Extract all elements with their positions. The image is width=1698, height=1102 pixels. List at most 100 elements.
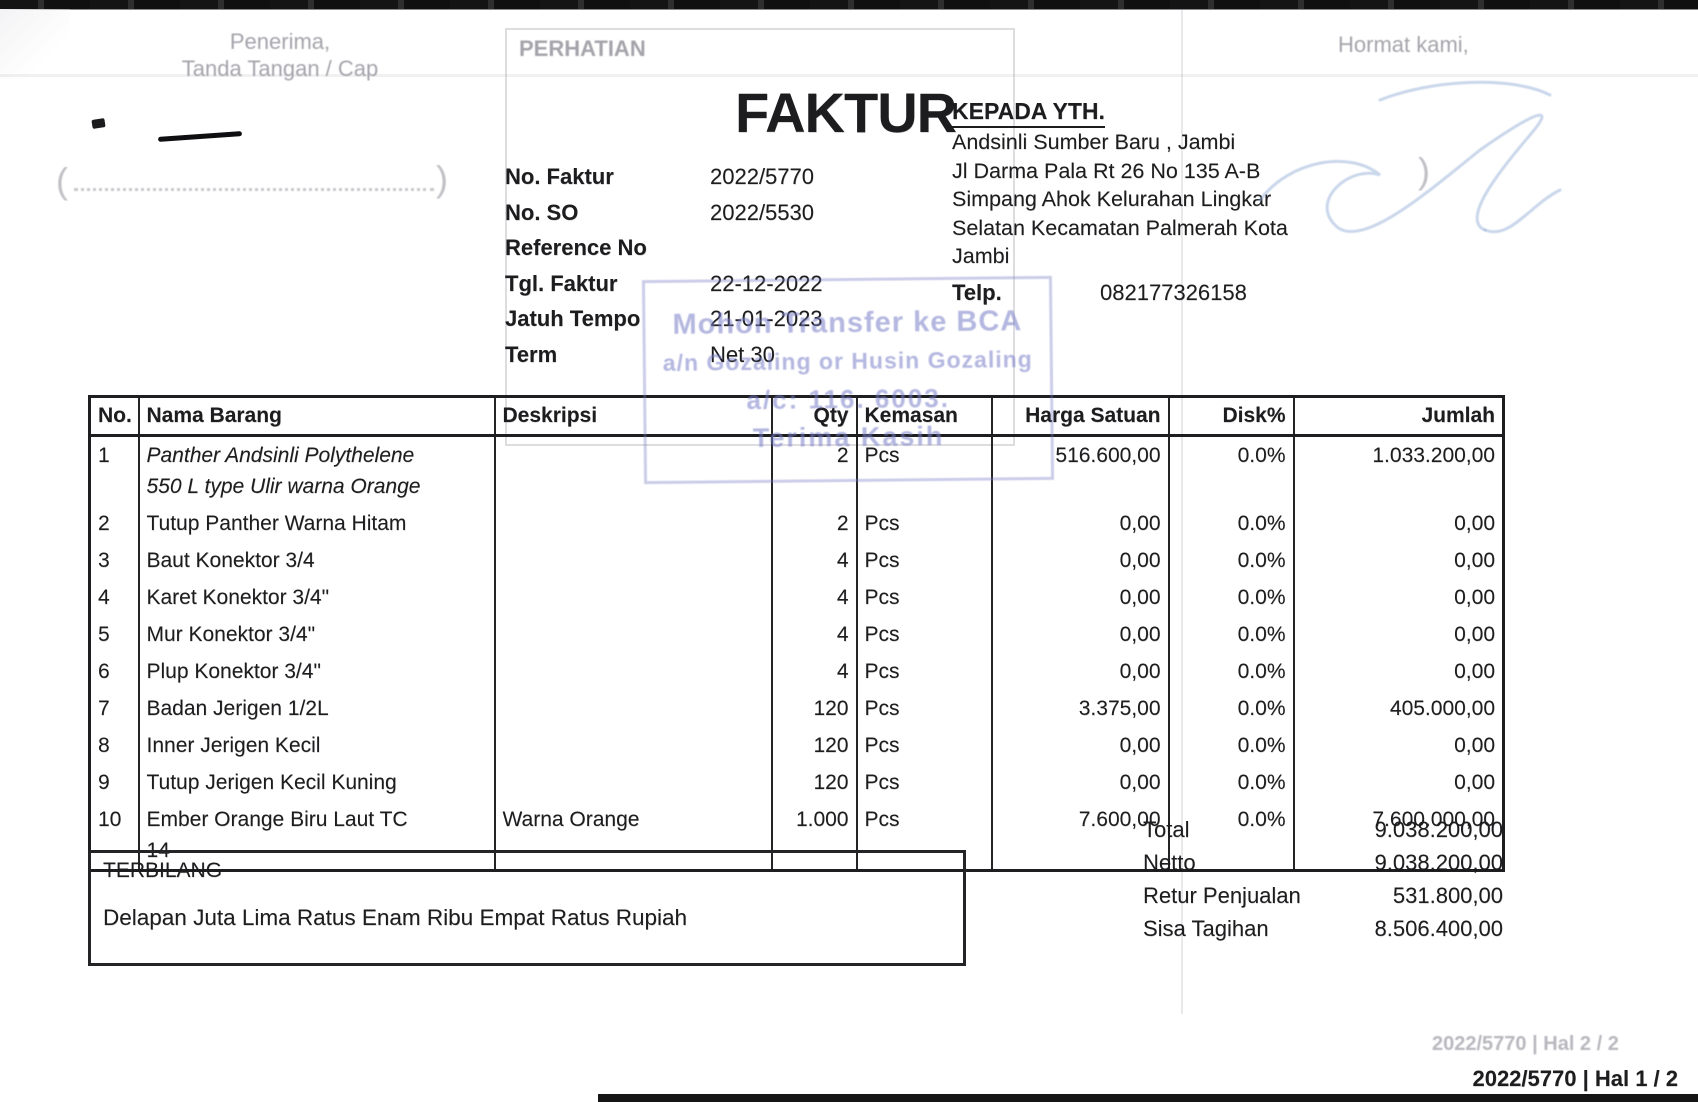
meta-value: 21-01-2023 bbox=[710, 306, 823, 331]
cell-disk: 0.0% bbox=[1167, 653, 1294, 690]
total-value: 8.506.400,00 bbox=[1374, 916, 1503, 941]
table-row: 2 Tutup Panther Warna Hitam 2 Pcs 0,00 0.0% 0,… bbox=[88, 505, 1504, 542]
meta-row: Tgl. Faktur 22-12-2022 bbox=[505, 271, 945, 307]
cell-name: Plup Konektor 3/4" bbox=[137, 653, 495, 690]
cell-harga: 0,00 bbox=[990, 542, 1169, 579]
total-label: Retur Penjualan bbox=[1143, 883, 1301, 908]
cell-kemasan: Pcs bbox=[855, 579, 992, 616]
recipient-address: Andsinli Sumber Baru , Jambi Jl Darma Pal… bbox=[952, 128, 1372, 271]
cell-harga: 3.375,00 bbox=[990, 690, 1169, 727]
cell-harga: 0,00 bbox=[990, 505, 1169, 542]
cell-no: 6 bbox=[88, 653, 139, 690]
column-header: Nama Barang bbox=[137, 396, 495, 437]
total-row: Retur Penjualan 531.800,00 bbox=[1098, 883, 1503, 916]
terbilang-heading: TERBILANG bbox=[103, 859, 223, 882]
meta-label: Tgl. Faktur bbox=[505, 270, 618, 296]
cell-disk: 0.0% bbox=[1167, 435, 1294, 505]
cell-harga: 7.600,00 bbox=[990, 801, 1169, 871]
meta-row: Reference No bbox=[505, 235, 945, 271]
cell-disk: 0.0% bbox=[1167, 801, 1294, 871]
total-label: Netto bbox=[1143, 850, 1196, 875]
ghost-hormat-kami: Hormat kami, bbox=[1338, 32, 1469, 57]
cell-harga: 0,00 bbox=[990, 653, 1169, 690]
table-row: 6 Plup Konektor 3/4" 4 Pcs 0,00 0.0% 0,00 bbox=[88, 653, 1504, 690]
meta-value: 22-12-2022 bbox=[710, 270, 823, 296]
recipient-address-line: Selatan Kecamatan Palmerah Kota bbox=[952, 215, 1288, 240]
cell-no: 7 bbox=[88, 690, 139, 727]
meta-row: Term Net 30 bbox=[505, 342, 945, 378]
cell-harga: 0,00 bbox=[990, 764, 1169, 801]
cell-harga: 0,00 bbox=[990, 727, 1169, 764]
page-footer: 2022/5770 | Hal 1 / 2 bbox=[1472, 1066, 1678, 1091]
meta-row: No. Faktur 2022/5770 bbox=[505, 164, 945, 200]
table-row: 9 Tutup Jerigen Kecil Kuning 120 Pcs 0,00 0.0… bbox=[88, 764, 1504, 801]
cell-harga: 0,00 bbox=[990, 579, 1169, 616]
cell-qty: 4 bbox=[770, 616, 857, 653]
recipient-address-line: Simpang Ahok Kelurahan Lingkar bbox=[952, 187, 1272, 211]
cell-desc bbox=[493, 579, 772, 616]
cell-disk: 0.0% bbox=[1167, 542, 1294, 579]
paper-corner-tear bbox=[0, 9, 70, 79]
cell-no: 5 bbox=[88, 616, 139, 653]
cell-desc: Warna Orange bbox=[493, 801, 772, 871]
signature-scribble bbox=[1258, 80, 1562, 234]
cell-no: 10 bbox=[88, 801, 139, 871]
table-row: 10 Ember Orange Biru Laut TC 14 Warna Oran… bbox=[88, 801, 1504, 871]
total-label: Total bbox=[1143, 817, 1190, 842]
cell-kemasan: Pcs bbox=[855, 616, 992, 653]
cell-disk: 0.0% bbox=[1167, 764, 1294, 801]
column-header: Harga Satuan bbox=[990, 396, 1169, 437]
cell-kemasan: Pcs bbox=[855, 435, 992, 505]
cell-no: 9 bbox=[88, 764, 139, 801]
meta-value: 2022/5530 bbox=[710, 199, 814, 225]
cell-kemasan: Pcs bbox=[855, 542, 992, 579]
cell-harga: 516.600,00 bbox=[990, 435, 1169, 505]
cell-kemasan: Pcs bbox=[855, 690, 992, 727]
cell-kemasan: Pcs bbox=[855, 764, 992, 801]
cell-jumlah: 0,00 bbox=[1292, 727, 1504, 764]
terbilang-box: TERBILANG Delapan Juta Lima Ratus Enam R… bbox=[88, 850, 966, 966]
cell-disk: 0.0% bbox=[1167, 616, 1294, 653]
cell-no: 1 bbox=[88, 435, 139, 505]
ghost-perhatian-box: PERHATIAN bbox=[505, 28, 1015, 446]
cell-no: 2 bbox=[88, 505, 139, 542]
cell-no: 4 bbox=[88, 579, 139, 616]
column-header: No. bbox=[88, 396, 139, 437]
items-table-body: 1 Panther Andsinli Polythelene 550 L type… bbox=[88, 435, 1504, 871]
cell-qty: 120 bbox=[770, 764, 857, 801]
cell-desc bbox=[493, 542, 772, 579]
total-value: 9.038.200,00 bbox=[1374, 817, 1503, 842]
cell-jumlah: 0,00 bbox=[1292, 579, 1504, 616]
cell-qty: 4 bbox=[770, 542, 857, 579]
cell-jumlah: 0,00 bbox=[1292, 653, 1504, 690]
cell-name: Ember Orange Biru Laut TC 14 bbox=[137, 801, 495, 871]
cell-name: Badan Jerigen 1/2L bbox=[137, 690, 495, 727]
meta-row: No. SO 2022/5530 bbox=[505, 200, 945, 236]
scan-edge-bottom bbox=[598, 1094, 1698, 1102]
totals: Total 9.038.200,00 Netto 9.038.200,00 Retur … bbox=[1098, 817, 1503, 949]
cell-qty: 1.000 bbox=[770, 801, 857, 871]
cell-disk: 0.0% bbox=[1167, 505, 1294, 542]
paper-crease-horizontal bbox=[0, 74, 1698, 77]
meta-value: 2022/5770 bbox=[710, 164, 814, 189]
cell-kemasan: Pcs bbox=[855, 505, 992, 542]
meta-value: Net 30 bbox=[710, 341, 775, 367]
total-value: 531.800,00 bbox=[1392, 883, 1503, 908]
cell-qty: 120 bbox=[770, 690, 857, 727]
table-row: 8 Inner Jerigen Kecil 120 Pcs 0,00 0.0% 0,00 bbox=[88, 727, 1504, 764]
recipient-phone-row: Telp. 082177326158 bbox=[952, 280, 1372, 306]
column-header: Qty bbox=[770, 396, 857, 437]
ghost-parenthesis-left: ( bbox=[56, 160, 68, 201]
items-table: No. Nama Barang Deskripsi Qty Kemasan Harga S… bbox=[88, 395, 1505, 872]
cell-desc bbox=[493, 505, 772, 542]
cell-desc bbox=[493, 616, 772, 653]
column-header: Deskripsi bbox=[493, 396, 772, 437]
cell-name: Mur Konektor 3/4" bbox=[137, 616, 495, 653]
table-row: 5 Mur Konektor 3/4" 4 Pcs 0,00 0.0% 0,00 bbox=[88, 616, 1504, 653]
ghost-penerima-line2: Tanda Tangan / Cap bbox=[181, 56, 379, 81]
invoice-meta: No. Faktur 2022/5770 No. SO 2022/5530 Refere… bbox=[505, 164, 945, 377]
meta-label: Term bbox=[505, 341, 558, 367]
ghost-parenthesis-far-right: ) bbox=[1418, 150, 1430, 191]
total-value: 9.038.200,00 bbox=[1374, 850, 1503, 875]
